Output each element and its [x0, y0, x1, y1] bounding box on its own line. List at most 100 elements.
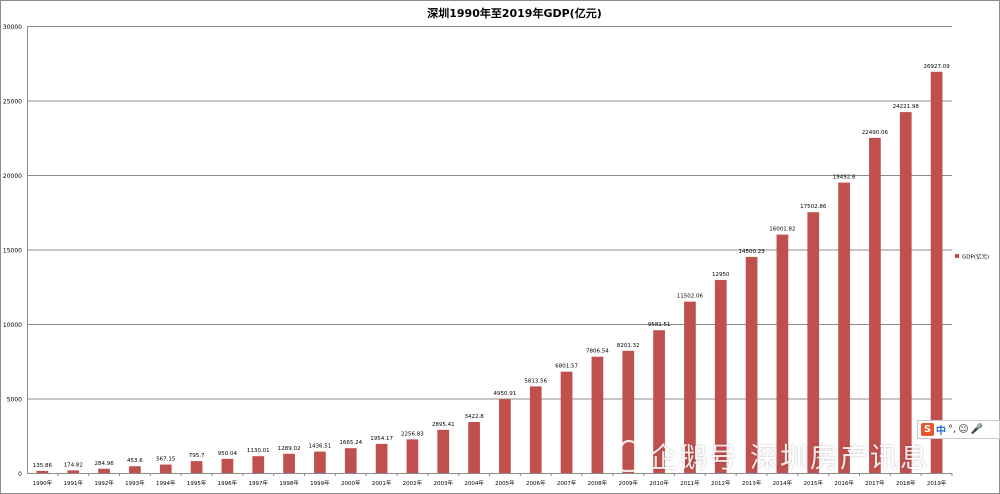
ime-punct-toggle[interactable]: °,: [948, 424, 957, 435]
x-tick-label: 2012年: [711, 479, 731, 487]
x-tick-label: 2000年: [341, 479, 361, 487]
x-tick-label: 2018年: [896, 479, 916, 487]
chart-title: 深圳1990年至2019年GDP(亿元): [427, 6, 602, 20]
data-label: 17502.86: [800, 204, 827, 210]
x-tick-label: 1996年: [218, 479, 238, 487]
bar: [406, 439, 419, 473]
data-label: 795.7: [189, 453, 205, 459]
data-label: 284.96: [94, 461, 114, 467]
bar: [375, 443, 388, 473]
data-label: 11502.06: [677, 294, 704, 300]
data-label: 2256.83: [401, 431, 424, 437]
y-tick-label: 0: [18, 471, 22, 478]
bar: [591, 356, 604, 473]
bar: [252, 456, 265, 473]
data-label: 453.6: [127, 458, 143, 464]
bar: [314, 451, 326, 473]
bar: [899, 112, 912, 473]
data-label: 16001.82: [769, 227, 795, 233]
x-tick-label: 1993年: [125, 479, 145, 487]
bar: [653, 330, 665, 473]
data-label: 135.86: [33, 463, 53, 469]
data-label: 1130.01: [247, 448, 270, 454]
x-tick-label: 2005年: [495, 479, 515, 487]
y-tick-label: 30000: [3, 24, 22, 31]
penguin-icon: [615, 439, 643, 473]
bar: [98, 468, 110, 473]
data-label: 6801.57: [555, 364, 578, 370]
bar: [745, 256, 758, 473]
data-label: 7806.54: [586, 349, 609, 355]
bar: [36, 470, 49, 473]
bar: [869, 137, 881, 473]
bar: [807, 212, 820, 473]
data-label: 174.82: [64, 462, 83, 468]
ime-toolbar[interactable]: S 中 °, ☺ 🎤: [917, 420, 1000, 439]
emoji-icon[interactable]: ☺: [958, 424, 969, 435]
bar: [344, 448, 357, 473]
data-label: 1436.51: [309, 444, 332, 450]
data-label: 1289.02: [278, 446, 301, 452]
y-tick-label: 15000: [3, 248, 22, 255]
x-tick-label: 2009年: [619, 479, 639, 487]
y-tick-label: 20000: [3, 173, 22, 180]
y-tick-label: 25000: [3, 99, 22, 106]
x-tick-label: 1999年: [310, 479, 330, 487]
data-label: 1665.24: [339, 440, 362, 446]
data-label: 14500.23: [738, 249, 765, 255]
bar: [437, 429, 450, 473]
bar: [190, 461, 203, 473]
bar: [529, 386, 542, 473]
data-label: 3422.8: [464, 414, 484, 420]
y-tick-label: 10000: [3, 322, 22, 329]
x-tick-label: 1998年: [279, 479, 299, 487]
x-tick-label: 2019年: [927, 479, 947, 487]
microphone-icon[interactable]: 🎤: [970, 424, 984, 435]
x-tick-label: 2006年: [526, 479, 546, 487]
bar: [159, 464, 172, 473]
x-tick-label: 2010年: [649, 479, 669, 487]
bar: [468, 422, 480, 473]
bar: [499, 399, 511, 473]
x-tick-label: 2007年: [557, 479, 577, 487]
x-tick-label: 2001年: [372, 479, 392, 487]
data-label: 4950.91: [494, 391, 517, 397]
x-tick-label: 1990年: [33, 479, 53, 487]
x-tick-label: 2016年: [834, 479, 854, 487]
data-label: 2895.41: [432, 422, 455, 428]
ime-mode-toggle[interactable]: 中: [936, 426, 946, 437]
legend-label: GDP(亿元): [962, 253, 989, 261]
x-tick-label: 2004年: [464, 479, 484, 487]
x-tick-label: 2011年: [680, 479, 700, 487]
y-tick-label: 5000: [7, 397, 22, 404]
x-tick-label: 2013年: [742, 479, 762, 487]
data-label: 12950: [712, 272, 730, 278]
data-label: 567.15: [156, 457, 176, 463]
watermark-text: 企鹅号 深圳房产讯息: [649, 441, 930, 474]
x-tick-label: 2003年: [434, 479, 454, 487]
bar: [283, 453, 295, 473]
x-tick-label: 2002年: [403, 479, 423, 487]
sogou-logo-icon[interactable]: S: [921, 423, 934, 436]
bar: [67, 470, 80, 473]
data-label: 950.04: [218, 451, 238, 457]
data-label: 19492.6: [833, 175, 856, 181]
x-tick-label: 1994年: [156, 479, 176, 487]
x-tick-label: 2015年: [804, 479, 824, 487]
bar: [221, 458, 234, 473]
data-label: 8201.32: [617, 343, 640, 349]
data-label: 1954.17: [370, 436, 393, 442]
x-tick-label: 1997年: [249, 479, 269, 487]
bar: [714, 280, 727, 473]
bar: [622, 350, 635, 473]
x-tick-label: 1992年: [94, 479, 114, 487]
data-label: 22490.06: [862, 130, 889, 136]
x-tick-label: 2008年: [588, 479, 608, 487]
bar: [930, 71, 943, 473]
legend-swatch: [955, 254, 959, 258]
x-tick-label: 2017年: [865, 479, 885, 487]
bar: [684, 301, 696, 473]
x-tick-label: 1995年: [187, 479, 207, 487]
data-label: 5813.56: [524, 378, 547, 384]
